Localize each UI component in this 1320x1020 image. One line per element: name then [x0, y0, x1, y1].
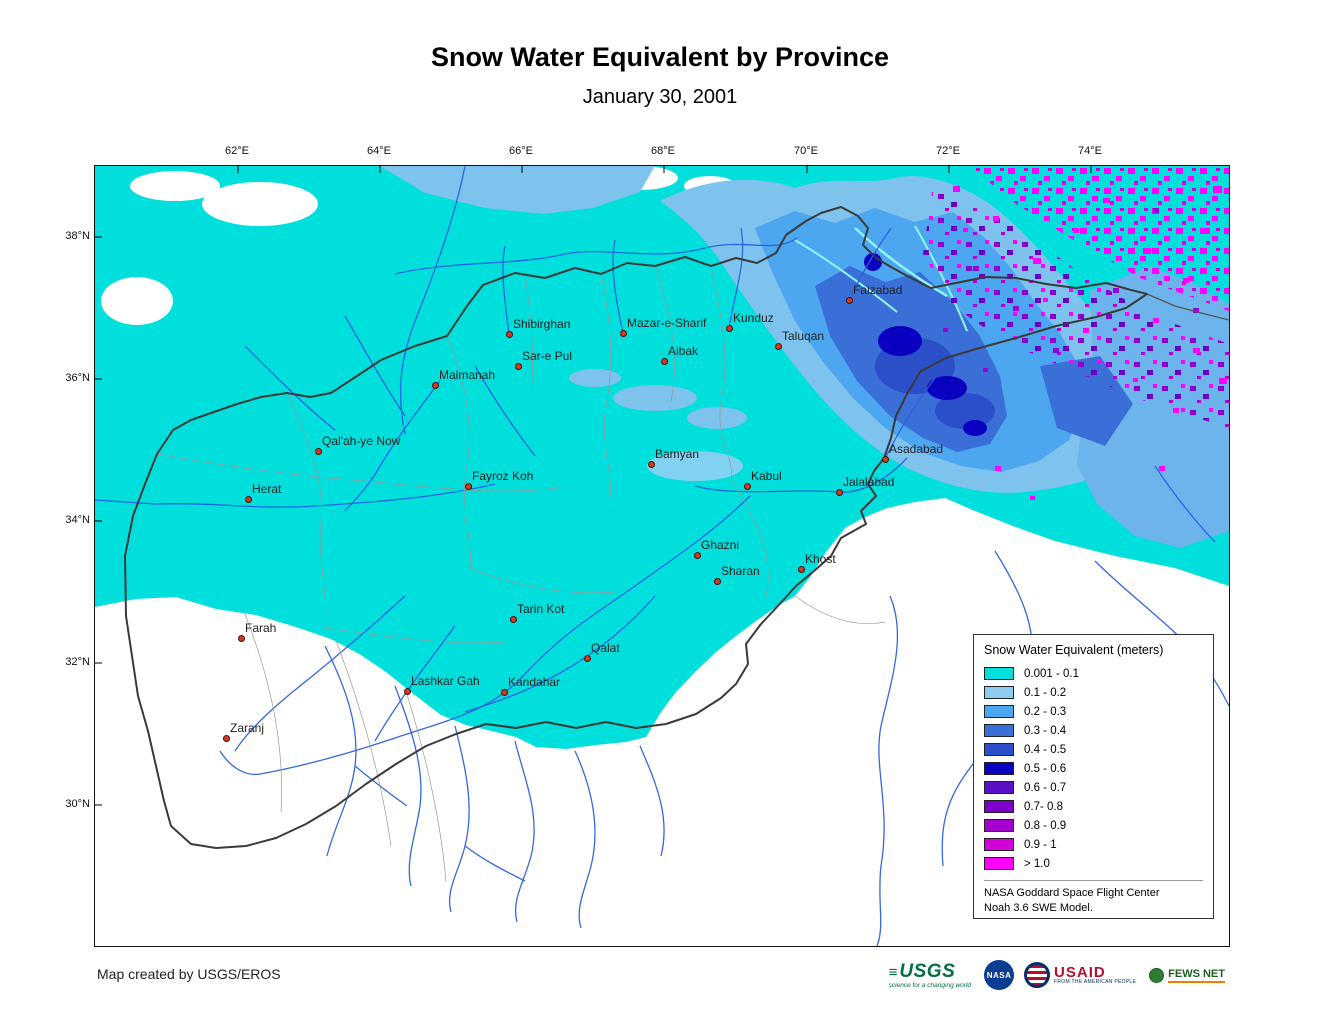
- legend-note-line2: Noah 3.6 SWE Model.: [984, 901, 1093, 914]
- legend-swatch: [984, 819, 1014, 832]
- map-frame: Faizabad Shibirghan Mazar-e-Sharif: [94, 165, 1230, 947]
- legend-note-line1: NASA Goddard Space Flight Center: [984, 887, 1160, 899]
- usgs-logo: ≡ USGS science for a changing world: [885, 960, 975, 990]
- legend-row: 0.7- 0.8: [984, 797, 1203, 816]
- legend-swatch: [984, 838, 1014, 851]
- legend-row: 0.9 - 1: [984, 835, 1203, 854]
- legend-swatch: [984, 762, 1014, 775]
- usgs-tagline: science for a changing world: [888, 981, 972, 989]
- latitude-label: 38°N: [65, 230, 90, 242]
- usaid-seal-icon: [1024, 962, 1051, 988]
- legend-swatch: [984, 857, 1014, 870]
- legend-label: 0.6 - 0.7: [1024, 781, 1067, 794]
- legend-label: 0.8 - 0.9: [1024, 819, 1067, 832]
- usaid-tagline: FROM THE AMERICAN PEOPLE: [1054, 979, 1137, 986]
- longitude-label: 64°E: [367, 145, 391, 157]
- legend-swatch: [984, 705, 1014, 718]
- legend-label: 0.9 - 1: [1024, 838, 1057, 851]
- map-title: Snow Water Equivalent by Province: [430, 42, 890, 72]
- nasa-name: NASA: [986, 970, 1012, 980]
- legend-title: Snow Water Equivalent (meters): [984, 643, 1164, 657]
- legend-label: 0.2 - 0.3: [1024, 705, 1067, 718]
- map-credit: Map created by USGS/EROS: [97, 966, 281, 982]
- legend-label: 0.3 - 0.4: [1024, 724, 1067, 737]
- legend-row: 0.6 - 0.7: [984, 778, 1203, 797]
- legend-note: NASA Goddard Space Flight Center Noah 3.…: [984, 880, 1203, 916]
- province-borders-layer: [156, 265, 886, 883]
- fewsnet-name: FEWS NET: [1168, 968, 1225, 983]
- legend-swatch: [984, 800, 1014, 813]
- legend-swatch: [984, 724, 1014, 737]
- speckle-overlay: [923, 166, 1229, 500]
- legend-row: 0.5 - 0.6: [984, 759, 1203, 778]
- longitude-label: 70°E: [794, 145, 818, 157]
- longitude-label: 62°E: [225, 145, 249, 157]
- footer-logos: ≡ USGS science for a changing world NASA…: [885, 954, 1228, 996]
- legend-swatch: [984, 686, 1014, 699]
- legend-label: 0.5 - 0.6: [1024, 762, 1067, 775]
- latitude-label: 30°N: [65, 798, 90, 810]
- country-border-layer: [124, 206, 1229, 849]
- latitude-label: 32°N: [65, 656, 90, 668]
- fewsnet-logo: FEWS NET: [1146, 965, 1228, 985]
- map-container: 62°E 64°E 66°E 68°E 70°E 72°E 74°E 38°N …: [65, 145, 1230, 947]
- legend-label: 0.001 - 0.1: [1024, 667, 1079, 680]
- longitude-label: 68°E: [651, 145, 675, 157]
- legend-label: 0.7- 0.8: [1024, 800, 1063, 813]
- latitude-label: 34°N: [65, 514, 90, 526]
- fewsnet-globe-icon: [1149, 967, 1165, 983]
- legend-swatch: [984, 781, 1014, 794]
- axis-ticks: [95, 166, 1092, 806]
- legend-row: > 1.0: [984, 854, 1203, 873]
- usaid-logo: USAID FROM THE AMERICAN PEOPLE: [1024, 962, 1136, 988]
- longitude-label: 74°E: [1078, 145, 1102, 157]
- legend-row: 0.1 - 0.2: [984, 683, 1203, 702]
- legend-row: 0.8 - 0.9: [984, 816, 1203, 835]
- legend-label: > 1.0: [1024, 857, 1050, 870]
- nasa-logo: NASA: [984, 960, 1015, 990]
- legend-rows: 0.001 - 0.1 0.1 - 0.2 0.2 - 0.3: [984, 664, 1203, 873]
- legend-row: 0.001 - 0.1: [984, 664, 1203, 683]
- longitude-label: 72°E: [936, 145, 960, 157]
- legend-swatch: [984, 743, 1014, 756]
- longitude-label: 66°E: [509, 145, 533, 157]
- latitude-label: 36°N: [65, 372, 90, 384]
- legend: Snow Water Equivalent (meters) 0.001 - 0…: [973, 634, 1214, 919]
- map-subtitle: January 30, 2001: [582, 86, 738, 108]
- legend-row: 0.2 - 0.3: [984, 702, 1203, 721]
- usgs-name: USGS: [899, 960, 956, 982]
- legend-row: 0.4 - 0.5: [984, 740, 1203, 759]
- nasa-meatball-icon: NASA: [984, 960, 1015, 990]
- usgs-bars-icon: ≡: [888, 963, 898, 981]
- legend-label: 0.1 - 0.2: [1024, 686, 1067, 699]
- usgs-wordmark: ≡ USGS: [889, 962, 956, 981]
- legend-label: 0.4 - 0.5: [1024, 743, 1067, 756]
- legend-row: 0.3 - 0.4: [984, 721, 1203, 740]
- legend-swatch: [984, 667, 1014, 680]
- usaid-name: USAID: [1054, 963, 1106, 981]
